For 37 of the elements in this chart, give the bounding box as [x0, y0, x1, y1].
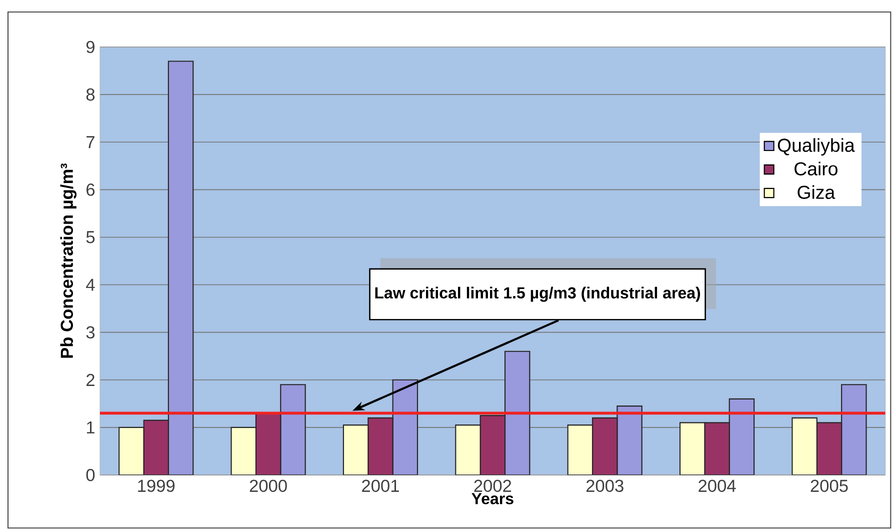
bar	[455, 424, 481, 476]
y-tick-label: 3	[86, 326, 95, 338]
bar	[792, 417, 818, 476]
y-tick-label: 2	[86, 374, 94, 386]
x-tick-label: 2002	[474, 480, 512, 492]
ref-line-label: Law critical limit 1.5 µg/m3 (industrial area)	[375, 286, 700, 302]
y-tick-label: 5	[86, 231, 95, 244]
y-tick-label: 8	[86, 88, 95, 101]
x-tick-label: 2001	[362, 480, 399, 492]
x-axis-title: Years	[472, 493, 514, 504]
y-tick-label: 9	[86, 40, 94, 54]
bar	[342, 424, 369, 476]
bar	[368, 417, 394, 476]
y-axis-title: Pb Concentration µg/m³	[60, 163, 76, 358]
bar	[143, 420, 169, 476]
legend-label: Cairo	[794, 162, 838, 176]
x-tick-label: 1999	[138, 480, 175, 492]
x-tick-label: 2005	[810, 480, 848, 492]
bar	[679, 422, 706, 476]
x-tick-label: 2000	[250, 480, 287, 492]
y-tick-label: 4	[86, 278, 95, 291]
bar	[480, 415, 506, 476]
y-tick-label: 7	[86, 136, 94, 148]
bar	[255, 412, 282, 476]
y-tick-label: 0	[86, 468, 95, 482]
bar	[118, 426, 144, 476]
legend-label: Giza	[798, 185, 836, 199]
x-tick-label: 2003	[586, 480, 624, 492]
bar	[230, 426, 256, 476]
y-tick-label: 1	[86, 421, 94, 434]
bar	[816, 422, 842, 476]
bar	[592, 417, 618, 476]
legend-label: Qualiybia	[778, 138, 855, 156]
y-tick-label: 6	[86, 184, 95, 196]
x-tick-label: 2004	[698, 480, 736, 492]
bar	[704, 422, 730, 476]
bar	[567, 424, 594, 476]
